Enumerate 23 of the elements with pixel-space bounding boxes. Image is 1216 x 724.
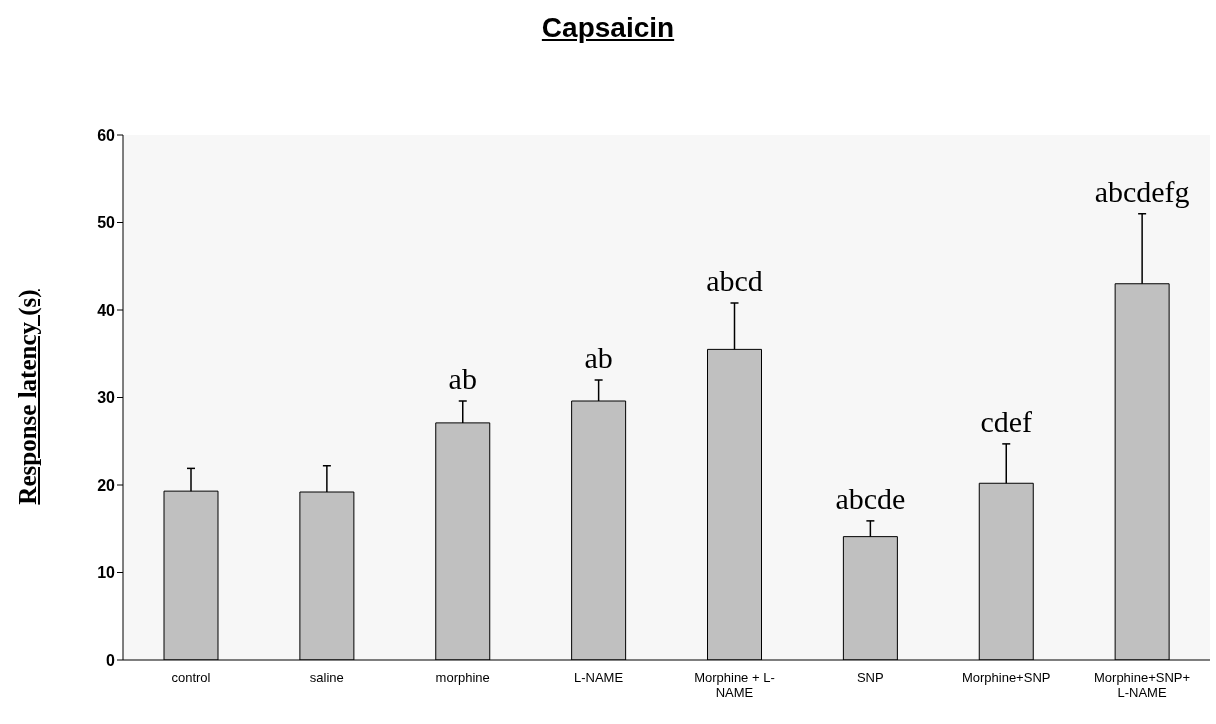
- y-tick-label: 50: [97, 214, 116, 232]
- annotation: ab: [448, 362, 477, 395]
- y-tick-label: 20: [97, 476, 116, 494]
- y-tick-label: 40: [97, 301, 116, 319]
- y-tick-label: 30: [97, 389, 116, 407]
- annotation: abcde: [835, 481, 906, 515]
- x-tick-label: control: [171, 670, 211, 685]
- annotation: cdef: [980, 404, 1033, 438]
- y-tick-label: 0: [106, 651, 116, 669]
- y-axis-title: Response latency (s): [14, 289, 42, 505]
- annotation: abcd: [706, 264, 763, 297]
- x-tick-label: Morphine+SNP: [961, 670, 1051, 685]
- x-tick-label: Morphine+SNP+L-NAME: [1094, 670, 1191, 700]
- y-tick-label: 60: [97, 126, 116, 144]
- x-tick-label: Morphine + L-NAME: [694, 670, 775, 700]
- chart-title: Capsaicin: [540, 12, 676, 44]
- x-tick-label: morphine: [435, 670, 490, 685]
- x-tick-label: SNP: [856, 670, 884, 685]
- annotation: ab: [584, 341, 613, 374]
- x-tick-label: L-NAME: [574, 670, 624, 685]
- y-tick-label: 10: [97, 564, 116, 582]
- annotation: abcdefg: [1094, 174, 1190, 208]
- x-tick-label: saline: [309, 670, 344, 685]
